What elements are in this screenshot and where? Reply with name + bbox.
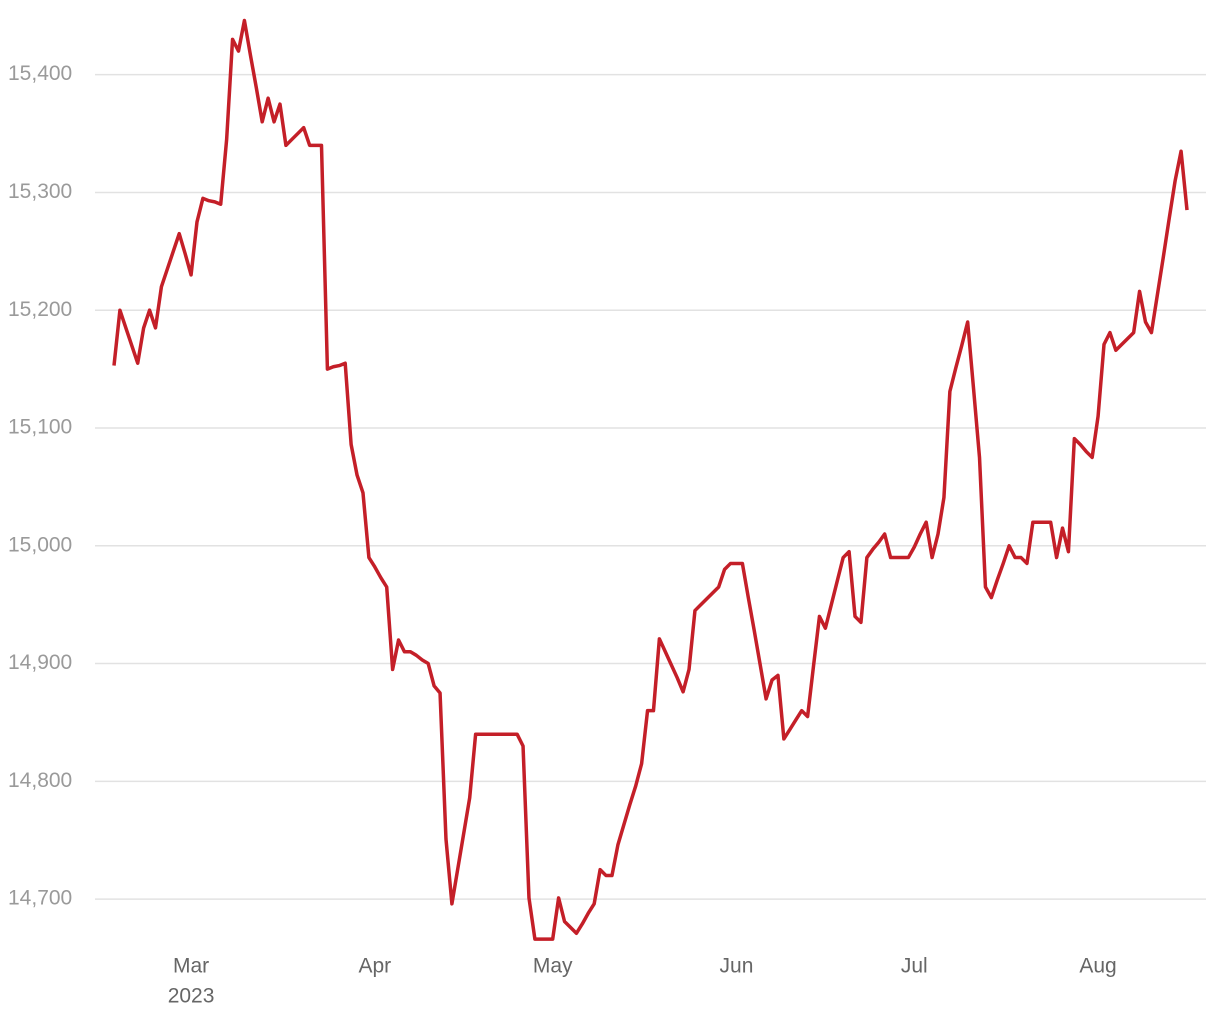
y-tick-label: 15,000 [8, 533, 72, 556]
x-tick-label: Mar [173, 955, 209, 978]
y-tick-label: 15,400 [8, 62, 72, 85]
x-tick-label: Jul [901, 955, 928, 978]
line-series [112, 18, 1189, 941]
y-tick-label: 15,200 [8, 298, 72, 321]
y-tick-label: 15,300 [8, 180, 72, 203]
x-tick-label: May [533, 955, 573, 978]
x-tick-label: Apr [358, 955, 391, 978]
y-tick-label: 14,900 [8, 651, 72, 674]
x-tick-label: Jun [720, 955, 754, 978]
x-tick-label: Aug [1079, 955, 1116, 978]
y-tick-label: 14,700 [8, 887, 72, 910]
y-tick-label: 14,800 [8, 769, 72, 792]
y-tick-label: 15,100 [8, 416, 72, 439]
x-year-label: 2023 [168, 985, 215, 1008]
